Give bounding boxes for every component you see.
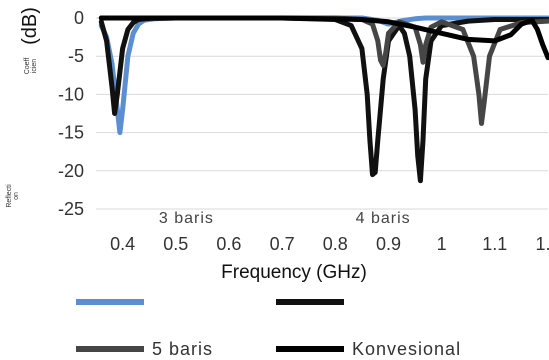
x-axis-label: Frequency (GHz) — [221, 262, 367, 283]
x-tick-label: 0.4 — [110, 234, 135, 254]
annotation-label: 3 baris — [159, 210, 214, 227]
y-tick-label: -25 — [58, 199, 84, 219]
x-tick-label: 0.6 — [216, 234, 241, 254]
y-tick-label: -10 — [58, 84, 84, 104]
legend-label: 5 baris — [152, 339, 213, 359]
legend-label: Konvesional — [352, 339, 461, 359]
y-tick-label: -5 — [68, 46, 84, 66]
y-label-unit: (dB) — [19, 7, 41, 45]
x-tick-label: 0.5 — [163, 234, 188, 254]
x-tick-label: 0.7 — [270, 234, 295, 254]
x-tick-label: 1.1 — [482, 234, 507, 254]
x-tick-label: 1 — [437, 234, 447, 254]
y-label-fragment-4: on — [13, 192, 20, 200]
series-lines — [98, 15, 549, 184]
y-label-fragment-2: icien — [31, 59, 38, 74]
x-tick-labels: 0.4 0.5 0.6 0.7 0.8 0.9 1 1.1 1.2 — [110, 234, 549, 254]
y-tick-label: -20 — [58, 161, 84, 181]
series-line-2 — [98, 15, 549, 184]
series-line-4 — [98, 15, 549, 61]
annotation-label: 4 baris — [356, 210, 411, 227]
annotations: 3 baris 4 baris — [159, 210, 411, 227]
y-tick-label: -15 — [58, 123, 84, 143]
y-tick-label: 0 — [74, 8, 84, 28]
x-tick-label: 0.8 — [323, 234, 348, 254]
y-label-fragment-3: Reflecti — [6, 184, 13, 208]
series-line-3 — [98, 15, 549, 126]
y-axis-label: Coeff icien (dB) Reflecti on — [6, 7, 41, 208]
legend: 5 baris Konvesional — [76, 299, 461, 359]
x-tick-label: 1.2 — [535, 234, 549, 254]
x-tick-label: 0.9 — [376, 234, 401, 254]
y-label-fragment-1: Coeff — [24, 58, 31, 75]
y-tick-labels: 0 -5 -10 -15 -20 -25 — [58, 8, 84, 219]
